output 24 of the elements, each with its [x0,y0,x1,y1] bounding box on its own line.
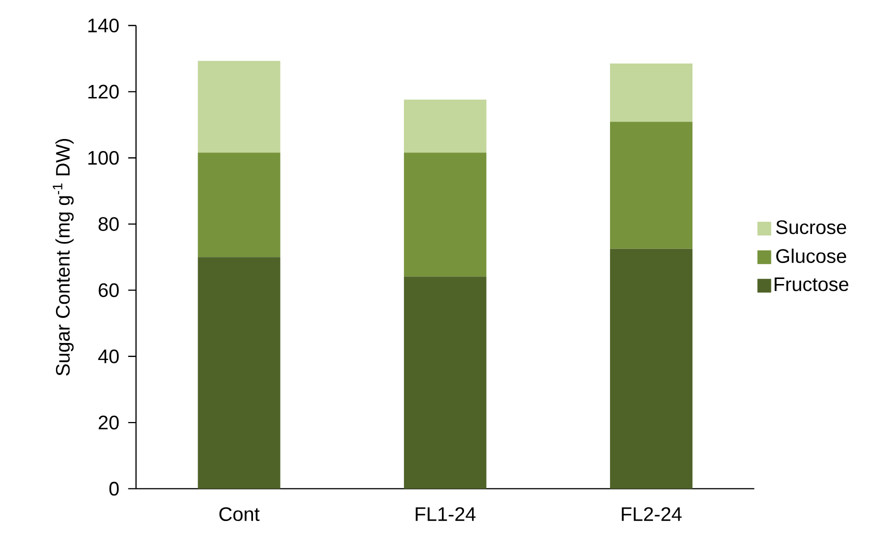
y-tick-label: 120 [88,84,119,99]
bar [404,100,486,153]
y-tick-label: 20 [98,416,119,430]
y-tick-label: 140 [88,18,119,32]
bar [404,152,486,277]
x-tick-label: FL1-24 [416,507,476,521]
legend-label: Fructose [774,278,848,292]
x-tick-label: FL2-24 [622,507,682,521]
bar [610,64,692,122]
bar [198,257,280,489]
bar [404,276,486,489]
bar [198,60,280,153]
y-tick-label: 40 [98,350,119,364]
legend-label: Sucrose [776,220,846,234]
bar [610,248,692,489]
y-tick-label: 60 [98,283,119,298]
x-tick-label: Cont [219,507,260,522]
y-axis-title: Sugar Content (mg g$^{-1}$ DW) [52,139,74,376]
bar [198,152,280,258]
bar [610,122,692,249]
y-tick-label: 100 [88,151,119,165]
legend-label: Glucose [776,248,846,264]
y-tick-label: 0 [109,482,119,496]
y-tick-label: 80 [98,217,119,232]
